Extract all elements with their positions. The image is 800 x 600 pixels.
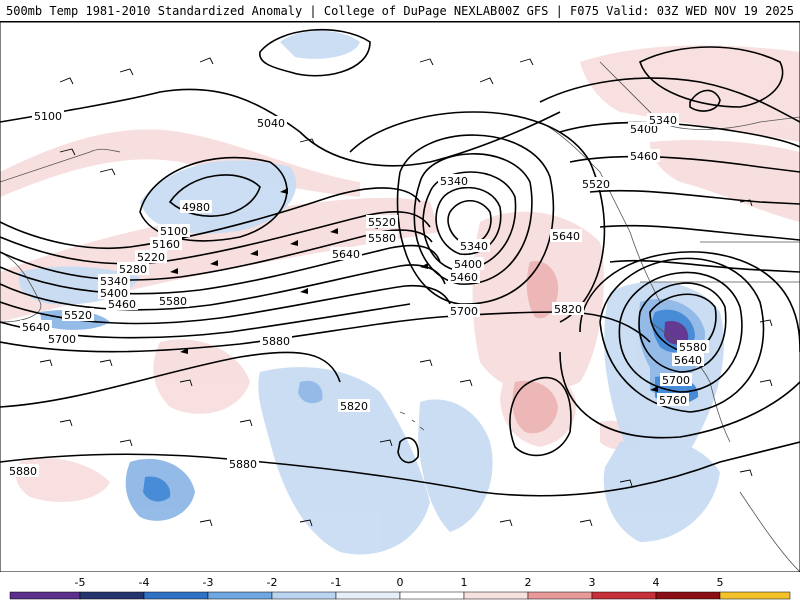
- colorbar-swatch: [463, 591, 529, 600]
- wind-barbs: [39, 57, 773, 527]
- colorbar-ticks: -5 -4 -3 -2 -1 0 1 2 3 4 5: [75, 576, 724, 589]
- contour-label: 5520: [582, 178, 610, 191]
- anomaly-colorbar: -5 -4 -3 -2 -1 0 1 2 3 4 5: [0, 572, 800, 600]
- colorbar-swatch: [271, 591, 337, 600]
- contour-label: 4980: [182, 201, 210, 214]
- colorbar-tick-label: 3: [589, 576, 596, 589]
- contour-label: 5760: [659, 394, 687, 407]
- colorbar-tick-label: 5: [717, 576, 724, 589]
- contour-label: 5280: [119, 263, 147, 276]
- colorbar-tick-label: -5: [75, 576, 86, 589]
- cold-anomaly-shading: [18, 30, 724, 555]
- contour-label: 5580: [679, 341, 707, 354]
- contour-label: 5460: [108, 298, 136, 311]
- colorbar-swatch: [527, 591, 593, 600]
- map-title: 500mb Temp 1981-2010 Standardized Anomal…: [6, 4, 498, 18]
- contour-label: 5820: [340, 400, 368, 413]
- colorbar-tick-label: 1: [461, 576, 468, 589]
- colorbar-tick-label: -4: [139, 576, 150, 589]
- contour-label: 5640: [22, 321, 50, 334]
- contour-label: 5520: [368, 216, 396, 229]
- contour-label: 5340: [100, 275, 128, 288]
- colorbar-swatches: [9, 591, 791, 600]
- contour-label: 5580: [159, 295, 187, 308]
- forecast-map: 5100 5040 4980 5100 5160 5220 5280 5340 …: [0, 22, 800, 572]
- map-header: 500mb Temp 1981-2010 Standardized Anomal…: [0, 0, 800, 22]
- colorbar-swatch: [335, 591, 401, 600]
- contour-label: 5100: [34, 110, 62, 123]
- contour-label: 5520: [64, 309, 92, 322]
- contour-label: 5400: [100, 287, 128, 300]
- contour-label: 5700: [450, 305, 478, 318]
- colorbar-tick-label: 0: [397, 576, 404, 589]
- colorbar-swatch: [719, 591, 791, 600]
- colorbar-swatch: [207, 591, 273, 600]
- contour-label: 5340: [460, 240, 488, 253]
- contour-label: 5700: [48, 333, 76, 346]
- contour-label: 5100: [160, 225, 188, 238]
- colorbar-tick-label: -1: [331, 576, 342, 589]
- contour-label: 5340: [440, 175, 468, 188]
- contour-label: 5460: [450, 271, 478, 284]
- contour-label: 5040: [257, 117, 285, 130]
- contour-label: 5700: [662, 374, 690, 387]
- contour-label: 5880: [229, 458, 257, 471]
- contour-label: 5640: [674, 354, 702, 367]
- contour-label: 5460: [630, 150, 658, 163]
- contour-label: 5580: [368, 232, 396, 245]
- contour-label: 5640: [332, 248, 360, 261]
- contour-label: 5820: [554, 303, 582, 316]
- contour-labels: 5100 5040 4980 5100 5160 5220 5280 5340 …: [7, 109, 709, 478]
- contour-label: 5880: [9, 465, 37, 478]
- model-run-info: 00Z GFS | F075 Valid: 03Z WED NOV 19 202…: [497, 4, 794, 18]
- contour-label: 5640: [552, 230, 580, 243]
- contour-label: 5400: [454, 258, 482, 271]
- colorbar-tick-label: -2: [267, 576, 278, 589]
- colorbar-swatch: [591, 591, 657, 600]
- colorbar-tick-label: 2: [525, 576, 532, 589]
- colorbar-tick-label: -3: [203, 576, 214, 589]
- height-contours: [0, 28, 800, 497]
- colorbar-tick-label: 4: [653, 576, 660, 589]
- colorbar-swatch: [399, 591, 465, 600]
- colorbar-swatch: [9, 591, 81, 600]
- contour-label: 5880: [262, 335, 290, 348]
- contour-label: 5400: [630, 123, 658, 136]
- colorbar-swatch: [79, 591, 145, 600]
- contour-label: 5160: [152, 238, 180, 251]
- colorbar-swatch: [143, 591, 209, 600]
- colorbar-swatch: [655, 591, 721, 600]
- contour-label: 5220: [137, 251, 165, 264]
- contour-label: 5340: [649, 114, 677, 127]
